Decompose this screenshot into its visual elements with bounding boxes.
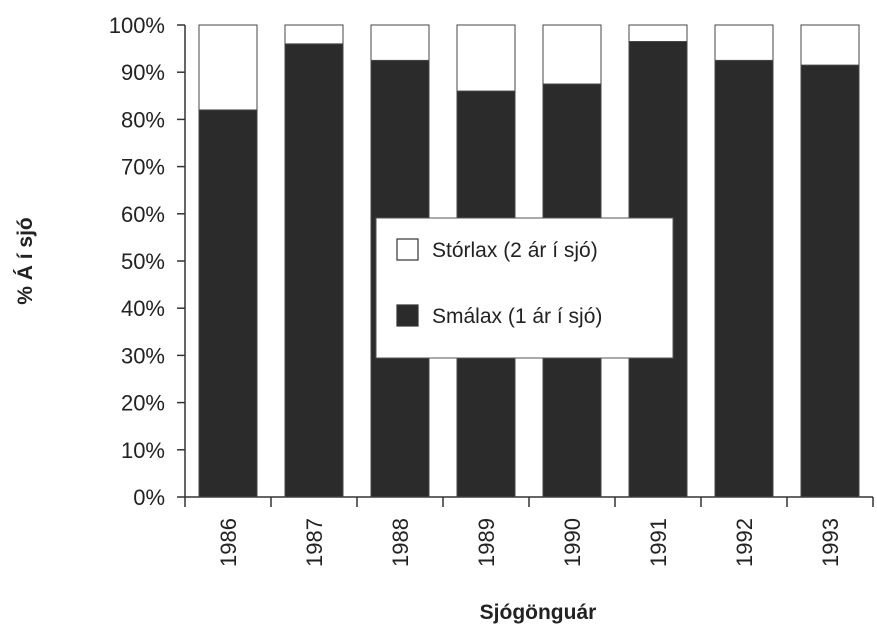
x-tick-label: 1986 (216, 518, 241, 567)
y-tick-label: 40% (121, 296, 165, 321)
bar-segment-storlax (456, 24, 516, 92)
x-tick-label: 1991 (646, 518, 671, 567)
legend: Stórlax (2 ár í sjó) Smálax (1 ár í sjó) (375, 217, 674, 359)
legend-label-smalax: Smálax (1 ár í sjó) (432, 305, 602, 328)
bar-segment-storlax (198, 24, 258, 111)
bar-segment-smalax (198, 109, 258, 498)
bar-segment-storlax (628, 24, 688, 43)
x-tick-label: 1987 (302, 518, 327, 567)
y-axis-label: % Á í sjó (14, 217, 37, 305)
bar-segment-smalax (714, 59, 774, 498)
y-tick-label: 60% (121, 202, 165, 227)
x-tick-label: 1992 (732, 518, 757, 567)
y-tick-label: 80% (121, 107, 165, 132)
x-ticks: 1986 1987 1988 1989 1990 1991 1992 1993 (184, 497, 874, 567)
y-tick-label: 10% (121, 438, 165, 463)
legend-swatch-smalax (396, 304, 419, 327)
bar-segment-storlax (714, 24, 774, 61)
y-tick-label: 20% (121, 391, 165, 416)
y-tick-label: 100% (109, 13, 165, 38)
x-tick-label: 1988 (388, 518, 413, 567)
legend-box (375, 217, 674, 359)
x-axis-label: Sjógönguár (480, 601, 597, 624)
y-tick-label: 30% (121, 343, 165, 368)
bar-segment-smalax (800, 64, 860, 498)
bar-segment-storlax (284, 24, 344, 45)
legend-swatch-storlax (396, 238, 419, 261)
y-tick-label: 50% (121, 249, 165, 274)
bar-segment-smalax (284, 43, 344, 498)
y-ticks: 0% 10% 20% 30% 40% 50% 60% 70% 80% 90% 100% (109, 13, 185, 510)
bar-segment-storlax (542, 24, 602, 85)
legend-label-storlax: Stórlax (2 ár í sjó) (432, 239, 598, 262)
x-tick-label: 1993 (818, 518, 843, 567)
bar-segment-storlax (800, 24, 860, 66)
y-tick-label: 90% (121, 60, 165, 85)
x-tick-label: 1990 (560, 518, 585, 567)
bar-segment-storlax (370, 24, 430, 61)
y-tick-label: 70% (121, 155, 165, 180)
x-tick-label: 1989 (474, 518, 499, 567)
y-tick-label: 0% (133, 485, 165, 510)
